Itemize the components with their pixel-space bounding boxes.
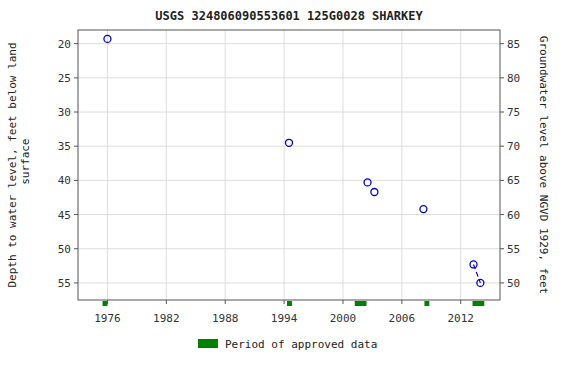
legend: Period of approved data [198,338,377,351]
y-grid-line [78,180,500,181]
y2-tick-label: 80 [507,72,520,85]
x-tick-label: 1982 [153,312,180,325]
y2-tick [500,248,504,249]
y2-tick [500,282,504,283]
x-tick [166,300,167,304]
y-tick-label: 30 [58,106,71,119]
plot-frame [78,30,500,300]
y2-tick [500,77,504,78]
y2-tick [500,180,504,181]
y2-tick-label: 65 [507,174,520,187]
y-axis-label-line: surface [19,139,32,192]
y-tick-label: 45 [58,209,71,222]
y2-tick [500,43,504,44]
x-grid-line [284,30,285,300]
y2-tick-label: 50 [507,277,520,290]
approved-period-bar [287,301,292,306]
x-tick [342,300,343,304]
y-tick-label: 20 [58,38,71,51]
x-grid-line [342,30,343,300]
y-grid-line [78,282,500,283]
point [420,206,427,213]
x-tick [284,300,285,304]
x-grid-line [166,30,167,300]
point [286,139,293,146]
y-grid-line [78,112,500,113]
point [364,179,371,186]
y-grid-line [78,214,500,215]
x-tick-label: 1976 [94,312,121,325]
y-tick [74,43,78,44]
y-tick-label: 40 [58,174,71,187]
x-grid-line [225,30,226,300]
y2-tick-label: 75 [507,106,520,119]
point [371,189,378,196]
chart: 1976 1982 1988 1994 2000 2006 2012 20 25 30 35 40 45… [0,0,576,384]
y2-tick [500,214,504,215]
legend-swatch [198,339,218,348]
y-tick-label: 50 [58,243,71,256]
approved-period-bar [473,301,485,306]
y-axis-label: Depth to water level, feet below land su… [6,42,32,287]
x-tick-label: 2000 [330,312,357,325]
y-tick-label: 35 [58,140,71,153]
y2-axis-label: Groundwater level above NGVD 1929, feet [537,36,550,294]
line [474,264,481,282]
x-tick [460,300,461,304]
legend-label: Period of approved data [225,338,377,351]
y-tick [74,146,78,147]
axes: 1976 1982 1988 1994 2000 2006 2012 20 25 30 35 40 45… [58,38,521,325]
approved-period-bar [103,301,108,306]
background [0,0,576,384]
x-grid-line [401,30,402,300]
x-tick-label: 1988 [212,312,239,325]
x-tick [401,300,402,304]
span-layer [103,301,485,306]
y-grid-line [78,43,500,44]
title: USGS 324806090553601 125G0028 SHARKEY [155,9,423,23]
y2-tick-label: 85 [507,38,520,51]
y-grid-line [78,77,500,78]
x-tick-label: 1994 [271,312,298,325]
y-tick [74,214,78,215]
approved-period-bar [424,301,429,306]
plot-area [104,35,484,286]
y-tick [74,248,78,249]
grid [78,30,500,300]
x-tick-label: 2006 [389,312,416,325]
x-grid-line [107,30,108,300]
y2-tick [500,146,504,147]
y-tick [74,77,78,78]
y2-tick-label: 60 [507,209,520,222]
x-tick-label: 2012 [447,312,474,325]
y-tick [74,112,78,113]
y-tick-label: 55 [58,277,71,290]
y-tick-label: 25 [58,72,71,85]
y2-tick-label: 55 [507,243,520,256]
y-grid-line [78,248,500,249]
point [104,35,111,42]
x-grid-line [460,30,461,300]
approved-period-bar [355,301,367,306]
scatter-series [104,35,484,286]
y-tick [74,282,78,283]
y-axis-label-line: Depth to water level, feet below land [6,42,19,287]
y2-tick [500,112,504,113]
x-tick [225,300,226,304]
y-tick [74,180,78,181]
y2-tick-label: 70 [507,140,520,153]
